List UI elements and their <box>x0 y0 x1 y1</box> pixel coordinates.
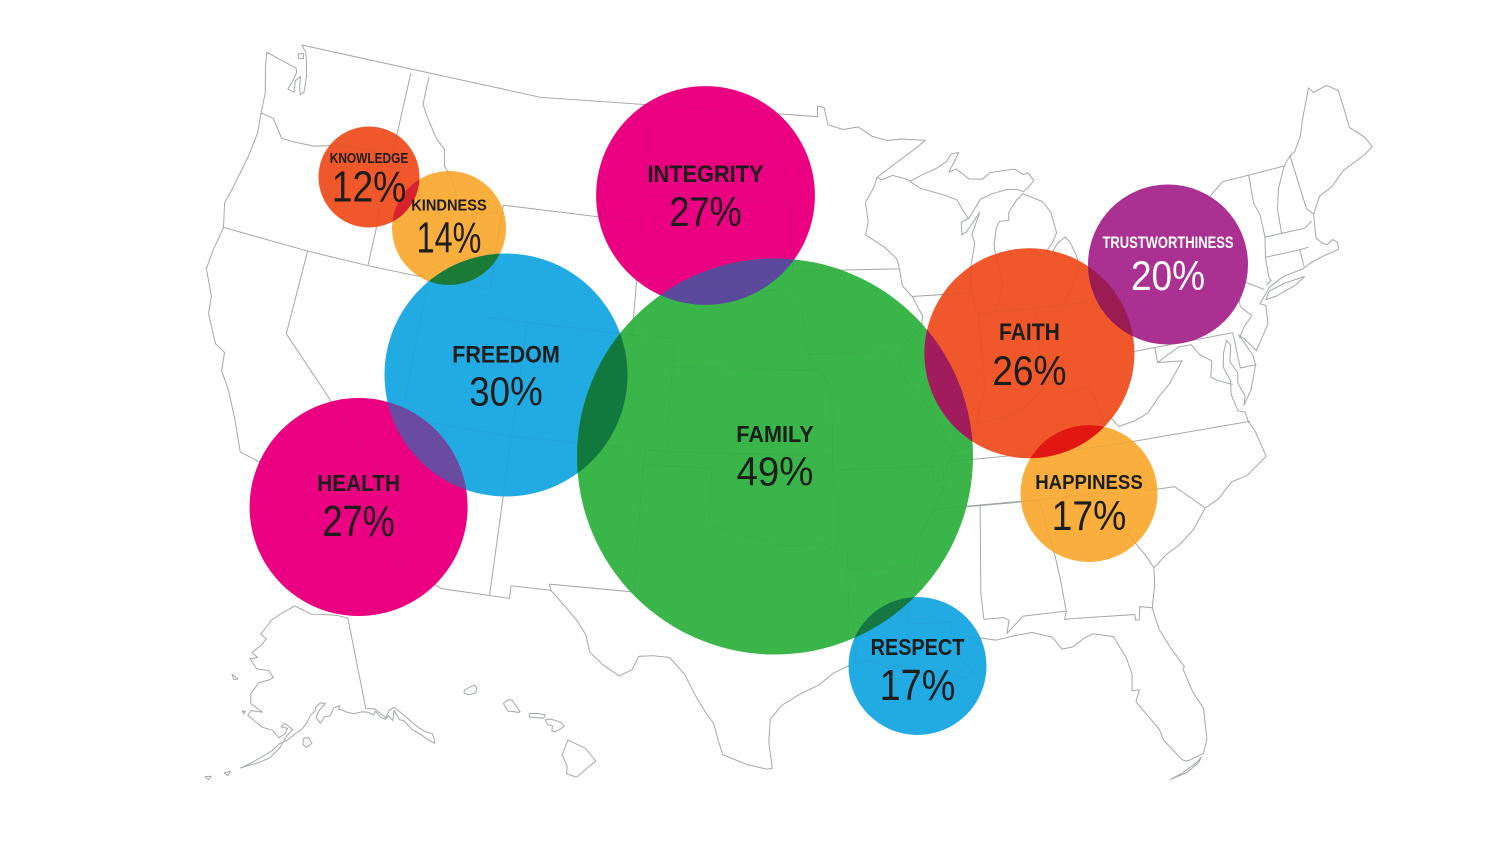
svg-text:27%: 27% <box>322 498 394 546</box>
svg-text:17%: 17% <box>880 661 956 710</box>
svg-text:30%: 30% <box>469 368 543 414</box>
svg-text:TRUSTWORTHINESS: TRUSTWORTHINESS <box>1102 234 1233 252</box>
svg-text:FAMILY: FAMILY <box>736 421 814 447</box>
svg-text:RESPECT: RESPECT <box>871 634 965 660</box>
svg-text:49%: 49% <box>737 449 814 495</box>
svg-text:27%: 27% <box>669 189 742 235</box>
svg-text:26%: 26% <box>992 347 1066 394</box>
svg-text:12%: 12% <box>332 164 407 212</box>
svg-text:20%: 20% <box>1131 252 1205 299</box>
svg-text:FREEDOM: FREEDOM <box>452 342 560 369</box>
svg-text:HEALTH: HEALTH <box>317 470 400 496</box>
svg-text:KINDNESS: KINDNESS <box>411 197 487 215</box>
svg-text:14%: 14% <box>417 215 482 263</box>
svg-text:HAPPINESS: HAPPINESS <box>1035 472 1143 494</box>
svg-text:17%: 17% <box>1052 492 1127 539</box>
svg-text:FAITH: FAITH <box>999 319 1060 346</box>
svg-text:INTEGRITY: INTEGRITY <box>648 161 764 188</box>
svg-text:KNOWLEDGE: KNOWLEDGE <box>330 150 409 167</box>
